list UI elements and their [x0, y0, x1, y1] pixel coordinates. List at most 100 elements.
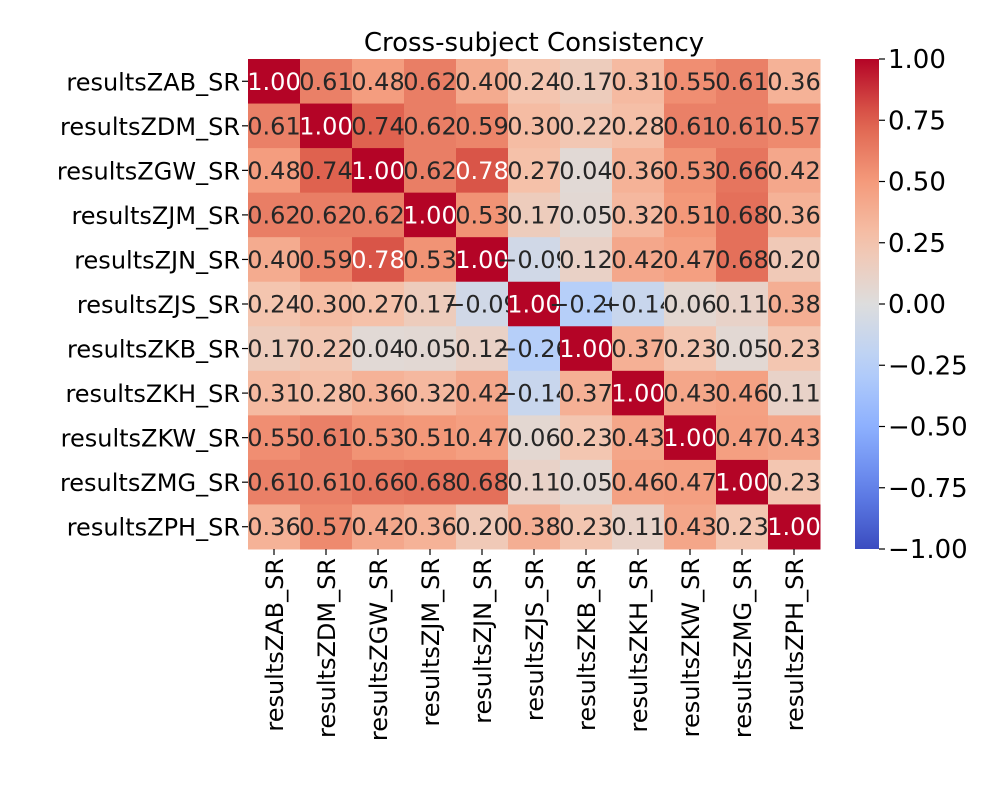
heatmap-cell: [352, 148, 405, 194]
heatmap-cell: [664, 192, 717, 238]
cell-value-label: 0.31: [611, 68, 664, 96]
heatmap-cell: [716, 370, 769, 416]
heatmap-cell: [352, 326, 405, 372]
cell-value-label: 0.42: [767, 157, 820, 185]
x-tick-label: resultsZJS_SR: [521, 558, 549, 721]
cell-value-label: 0.28: [611, 112, 664, 140]
heatmap-cell: [612, 192, 665, 238]
heatmap-cell: [664, 370, 717, 416]
cell-value-label: 0.62: [351, 201, 404, 229]
cell-value-label: 0.78: [455, 157, 508, 185]
cell-value-label: 0.12: [455, 335, 508, 363]
heatmap-cell: [404, 281, 457, 327]
cell-value-label: 0.36: [767, 68, 820, 96]
cell-value-label: 0.11: [767, 380, 820, 408]
cell-value-label: 0.74: [299, 157, 352, 185]
colorbar-gradient: [855, 59, 879, 549]
heatmap-cell: [456, 504, 509, 550]
cell-value-label: 0.17: [403, 291, 456, 319]
heatmap-cell: [404, 148, 457, 194]
cell-value-label: −0.26: [497, 335, 571, 363]
heatmap-cell: [560, 148, 613, 194]
heatmap-cell: [456, 103, 509, 149]
heatmap-cell: [248, 370, 301, 416]
colorbar-tick-label: 0.00: [888, 290, 946, 320]
heatmap-cell: [768, 326, 821, 372]
cell-value-label: 0.27: [507, 157, 560, 185]
chart-title: Cross-subject Consistency: [364, 28, 704, 58]
heatmap-cell: [248, 192, 301, 238]
cell-value-label: 1.00: [403, 201, 456, 229]
heatmap-cell: [300, 415, 353, 461]
heatmap-cell: [300, 237, 353, 283]
heatmap-cell: [404, 415, 457, 461]
colorbar-tick-label: −0.75: [888, 474, 968, 504]
cell-value-label: 1.00: [767, 513, 820, 541]
cell-value-label: 0.61: [299, 424, 352, 452]
heatmap-cell: [664, 459, 717, 505]
colorbar-tick-label: 0.25: [888, 229, 946, 259]
heatmap-cell: [716, 148, 769, 194]
cell-value-label: 0.61: [299, 68, 352, 96]
cell-value-label: 0.30: [507, 112, 560, 140]
heatmap-cell: [612, 370, 665, 416]
cell-value-label: 0.05: [403, 335, 456, 363]
heatmap-cell: [508, 192, 561, 238]
heatmap-cell: [404, 459, 457, 505]
cell-value-label: 0.47: [663, 469, 716, 497]
heatmap-cell: [300, 59, 353, 105]
x-tick-label: resultsZPH_SR: [781, 558, 809, 731]
heatmap-cell: [456, 281, 509, 327]
heatmap-cell: [300, 504, 353, 550]
cell-value-label: 0.46: [715, 380, 768, 408]
cell-value-label: 0.43: [767, 424, 820, 452]
cell-value-label: 0.61: [247, 469, 300, 497]
heatmap-cell: [768, 459, 821, 505]
cell-value-label: 1.00: [247, 68, 300, 96]
cell-value-label: 0.74: [351, 112, 404, 140]
cell-value-label: 0.32: [611, 201, 664, 229]
heatmap-cell: [248, 237, 301, 283]
heatmap-cell: [716, 192, 769, 238]
heatmap-cell: [352, 192, 405, 238]
y-tick-label: resultsZAB_SR: [66, 68, 240, 96]
heatmap-cell: [404, 237, 457, 283]
cell-value-label: 0.28: [299, 380, 352, 408]
cell-value-label: 0.20: [767, 246, 820, 274]
cell-value-label: 0.17: [247, 335, 300, 363]
heatmap-cell: [768, 148, 821, 194]
heatmap-cell: [352, 103, 405, 149]
cell-value-label: 0.51: [663, 201, 716, 229]
cell-value-label: 0.43: [611, 424, 664, 452]
cell-value-label: 0.78: [351, 246, 404, 274]
heatmap-cell: [248, 326, 301, 372]
cell-value-label: 0.42: [611, 246, 664, 274]
heatmap-cell: [352, 59, 405, 105]
cell-value-label: 0.32: [403, 380, 456, 408]
heatmap-cell: [404, 59, 457, 105]
heatmap-cell: [664, 281, 717, 327]
cell-value-label: −0.26: [549, 291, 623, 319]
cell-value-label: 0.11: [507, 469, 560, 497]
heatmap-cell: [612, 59, 665, 105]
y-tick-label: resultsZJN_SR: [74, 246, 240, 274]
cell-value-label: 0.61: [663, 112, 716, 140]
heatmap-cells: 1.000.610.480.620.400.240.170.310.550.61…: [247, 59, 821, 550]
x-tick-label: resultsZAB_SR: [261, 558, 289, 732]
heatmap-cell: [664, 148, 717, 194]
cell-value-label: 0.42: [455, 380, 508, 408]
heatmap-cell: [300, 459, 353, 505]
cell-value-label: 0.55: [247, 424, 300, 452]
heatmap-cell: [716, 59, 769, 105]
heatmap-cell: [300, 370, 353, 416]
cell-value-label: 0.36: [351, 380, 404, 408]
colorbar-tick-label: −1.00: [888, 535, 968, 565]
cell-value-label: 0.68: [455, 469, 508, 497]
cell-value-label: 0.66: [351, 469, 404, 497]
cell-value-label: 0.51: [403, 424, 456, 452]
cell-value-label: 0.27: [351, 291, 404, 319]
cell-value-label: 0.23: [715, 513, 768, 541]
heatmap-cell: [768, 504, 821, 550]
x-tick-label: resultsZKH_SR: [625, 558, 653, 733]
